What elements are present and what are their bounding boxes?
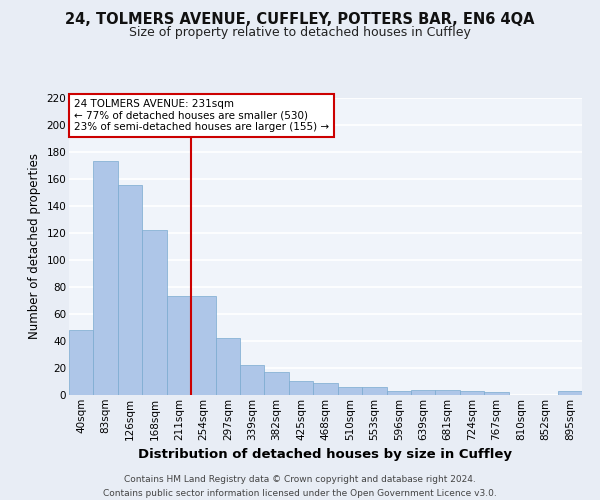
Bar (167, 296, 191, 395)
Bar (386, 391, 411, 395)
Bar (69, 330, 94, 395)
Text: Contains HM Land Registry data © Crown copyright and database right 2024.
Contai: Contains HM Land Registry data © Crown c… (103, 476, 497, 498)
Bar (94, 161, 118, 395)
Bar (191, 296, 215, 395)
X-axis label: Distribution of detached houses by size in Cuffley: Distribution of detached houses by size … (139, 448, 512, 461)
Text: Size of property relative to detached houses in Cuffley: Size of property relative to detached ho… (129, 26, 471, 39)
Bar (411, 390, 436, 395)
Bar (338, 387, 362, 395)
Bar (118, 186, 142, 395)
Bar (215, 338, 240, 395)
Bar (460, 391, 484, 395)
Text: 24 TOLMERS AVENUE: 231sqm
← 77% of detached houses are smaller (530)
23% of semi: 24 TOLMERS AVENUE: 231sqm ← 77% of detac… (74, 99, 329, 132)
Bar (289, 382, 313, 395)
Bar (436, 390, 460, 395)
Bar (484, 392, 509, 395)
Bar (557, 391, 582, 395)
Bar (362, 387, 386, 395)
Bar (313, 383, 338, 395)
Bar (265, 372, 289, 395)
Text: 24, TOLMERS AVENUE, CUFFLEY, POTTERS BAR, EN6 4QA: 24, TOLMERS AVENUE, CUFFLEY, POTTERS BAR… (65, 12, 535, 28)
Bar (240, 365, 265, 395)
Y-axis label: Number of detached properties: Number of detached properties (28, 153, 41, 340)
Bar (142, 230, 167, 395)
